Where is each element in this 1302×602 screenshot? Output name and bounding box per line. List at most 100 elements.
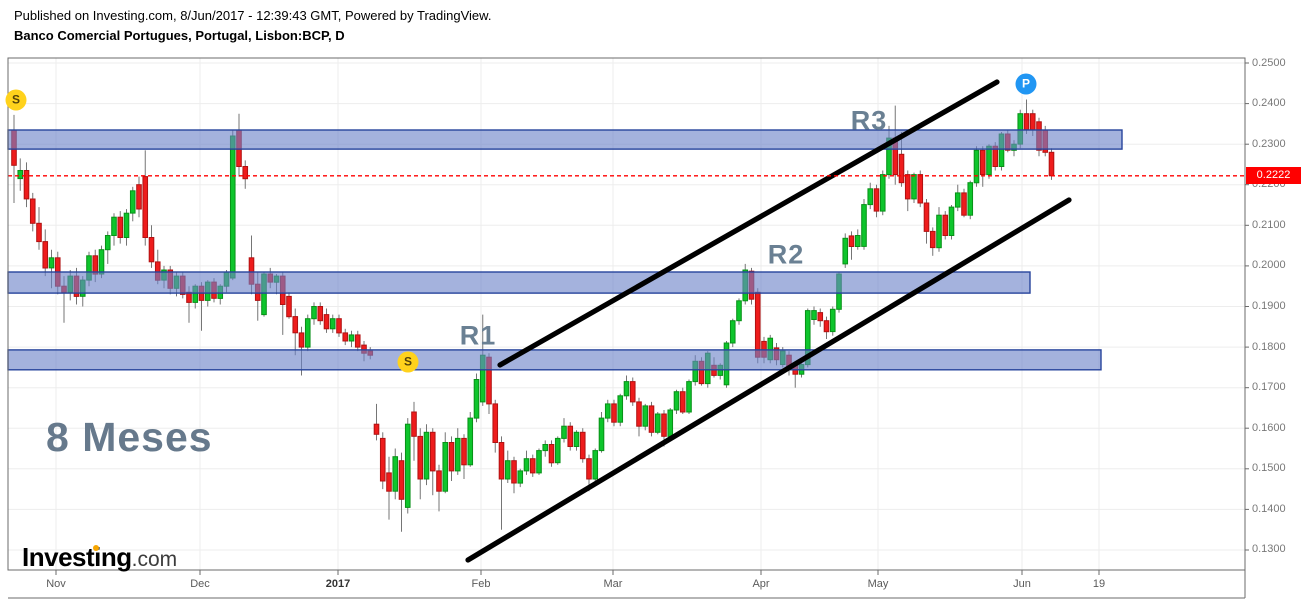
x-axis-label: Nov xyxy=(46,578,66,590)
candle xyxy=(642,405,649,427)
candle xyxy=(592,450,599,480)
candle xyxy=(854,235,861,247)
x-axis-label: Dec xyxy=(190,578,210,590)
candle xyxy=(29,198,36,224)
candle xyxy=(386,472,392,492)
candle xyxy=(298,332,305,348)
candle xyxy=(1048,151,1055,177)
candle xyxy=(511,460,517,484)
trendline-channel-lower[interactable] xyxy=(465,197,1072,563)
candle xyxy=(104,235,111,251)
candle xyxy=(736,300,742,322)
candle xyxy=(317,306,324,322)
candle xyxy=(911,174,917,200)
candle xyxy=(561,425,567,439)
candle xyxy=(661,413,667,437)
y-axis-label: 0.1300 xyxy=(1252,543,1286,555)
candle xyxy=(923,202,930,232)
candle xyxy=(323,314,330,330)
candle xyxy=(36,222,42,243)
supply-marker[interactable]: S xyxy=(397,351,419,373)
projection-marker[interactable]: P xyxy=(1015,73,1037,95)
zone-label-r1: R1 xyxy=(459,320,497,351)
candle xyxy=(948,206,955,237)
candle xyxy=(879,174,886,212)
candle xyxy=(986,145,992,176)
candle xyxy=(1029,113,1036,131)
candle xyxy=(129,190,136,214)
candle xyxy=(648,405,655,433)
candle xyxy=(936,214,942,249)
candle xyxy=(611,403,617,423)
x-axis-label: 2017 xyxy=(325,578,351,590)
candle xyxy=(861,204,867,247)
y-axis-label: 0.1500 xyxy=(1252,462,1286,474)
candles xyxy=(11,99,1055,532)
supply-zone[interactable] xyxy=(7,129,1123,150)
candle xyxy=(342,332,349,342)
candle xyxy=(667,409,674,437)
candle xyxy=(554,437,561,464)
candle xyxy=(842,237,849,265)
candle xyxy=(811,310,817,321)
candle xyxy=(679,391,686,413)
supply-marker[interactable]: S xyxy=(5,89,27,111)
candle xyxy=(848,235,855,247)
y-axis-label: 0.1800 xyxy=(1252,341,1286,353)
candle xyxy=(942,214,949,236)
candle xyxy=(117,216,124,238)
investing-logo: Investing.com xyxy=(22,542,177,573)
candle xyxy=(904,174,911,200)
candle xyxy=(136,184,142,210)
candle xyxy=(629,381,636,403)
candle xyxy=(286,295,292,318)
candle xyxy=(311,306,317,320)
candle xyxy=(573,431,580,447)
zone-label-r3: R3 xyxy=(850,105,888,136)
candle xyxy=(961,192,967,216)
candle xyxy=(598,417,605,452)
candle xyxy=(498,442,505,480)
y-axis-label: 0.2100 xyxy=(1252,219,1286,231)
candle xyxy=(954,192,961,208)
candle xyxy=(229,135,236,279)
y-axis-label: 0.1400 xyxy=(1252,503,1286,515)
candle xyxy=(829,308,836,333)
x-axis-label: Feb xyxy=(471,578,491,590)
candle xyxy=(423,431,430,480)
candle xyxy=(17,170,24,180)
candle xyxy=(604,403,611,419)
y-axis-label: 0.2500 xyxy=(1252,57,1286,69)
candle xyxy=(379,437,386,482)
candle xyxy=(1023,113,1030,131)
candle xyxy=(873,188,880,212)
candle xyxy=(517,470,524,484)
candle xyxy=(148,237,155,263)
candle xyxy=(123,212,130,238)
zone-label-r2: R2 xyxy=(767,239,805,270)
candle xyxy=(242,166,249,180)
candle xyxy=(454,437,461,472)
candle xyxy=(304,318,311,348)
candle xyxy=(442,442,449,492)
candle xyxy=(436,470,442,492)
trendline-channel-upper[interactable] xyxy=(497,79,1000,368)
logo-orange-dot-icon xyxy=(93,545,99,551)
duration-annotation: 8 Meses xyxy=(46,414,213,460)
candle xyxy=(98,249,105,275)
x-axis-label: May xyxy=(867,578,889,590)
y-axis-label: 0.1900 xyxy=(1252,300,1286,312)
candle xyxy=(823,320,830,333)
candle xyxy=(492,403,499,443)
candle xyxy=(617,395,624,423)
supply-zone[interactable] xyxy=(7,349,1102,371)
supply-zone[interactable] xyxy=(7,271,1031,294)
y-axis-label: 0.2400 xyxy=(1252,97,1286,109)
candle xyxy=(467,417,474,466)
candle xyxy=(186,291,192,303)
investing-logo-text: Investing xyxy=(22,542,132,572)
candle xyxy=(448,442,455,472)
candle xyxy=(111,216,117,236)
candle xyxy=(42,241,49,269)
